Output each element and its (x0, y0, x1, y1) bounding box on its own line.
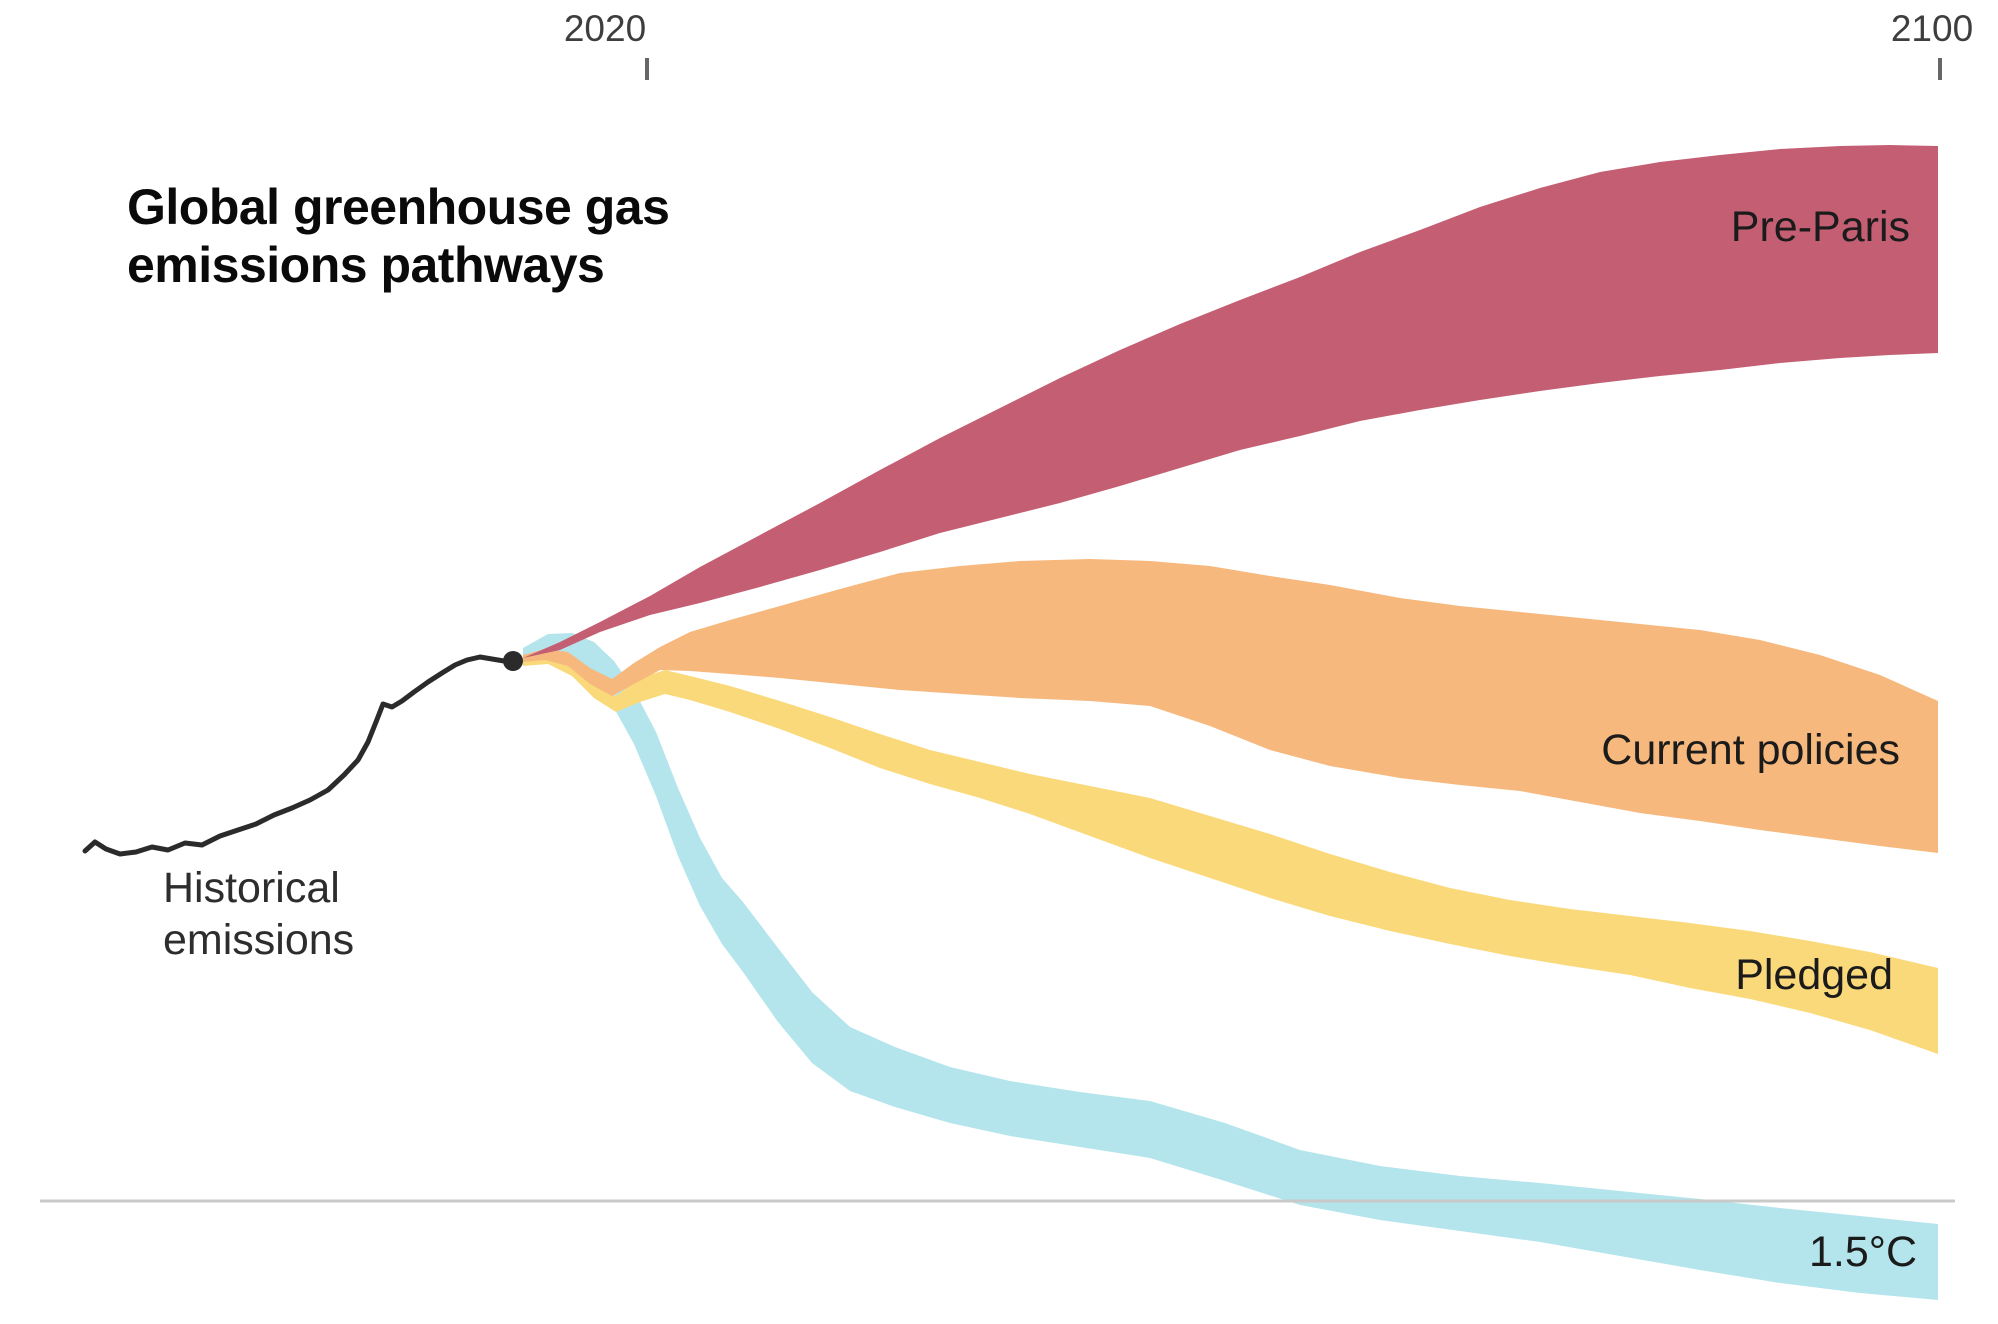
page-title: Global greenhouse gas emissions pathways (127, 178, 670, 294)
page-title-line1: Global greenhouse gas (127, 179, 670, 235)
historical-emissions-label-line2: emissions (163, 916, 355, 965)
band-label-1-5c: 1.5°C (1808, 1228, 1917, 1276)
historical-end-dot (503, 651, 523, 671)
band-label-current-policies: Current policies (1601, 726, 1900, 774)
historical-emissions-line (82, 654, 516, 857)
band-pre-paris (523, 145, 1938, 658)
x-axis-label-2100: 2100 (1890, 8, 1974, 49)
band-label-pre-paris: Pre-Paris (1730, 203, 1910, 251)
band-pledged (523, 656, 1938, 1054)
x-axis-label-2020: 2020 (563, 8, 647, 49)
band-current-policies (523, 559, 1938, 853)
page-title-line2: emissions pathways (127, 237, 605, 293)
band-1-5c (523, 633, 1938, 1300)
band-label-pledged: Pledged (1735, 951, 1893, 999)
historical-emissions-label-line1: Historical (163, 864, 340, 912)
historical-emissions-label: Historical emissions (163, 862, 354, 967)
